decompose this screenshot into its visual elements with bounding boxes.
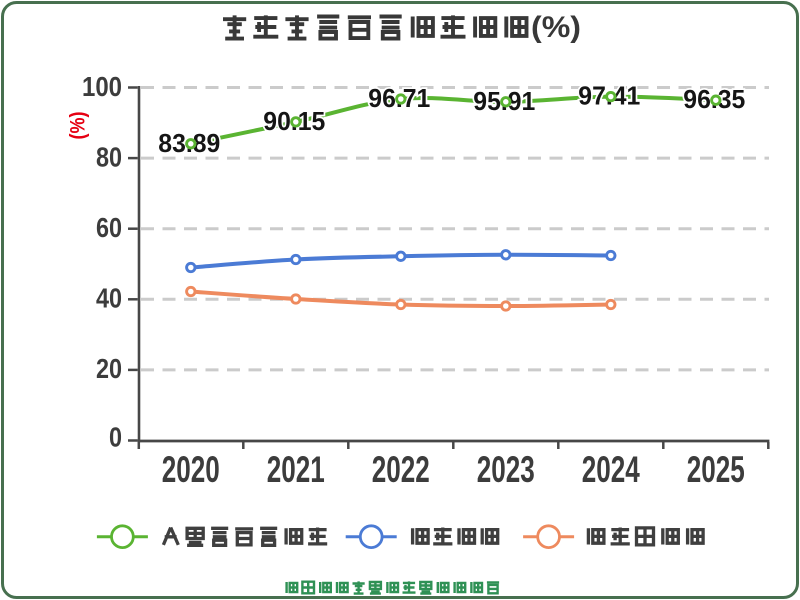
svg-text:100: 100 <box>82 71 122 102</box>
svg-text:0: 0 <box>109 421 122 452</box>
svg-text:2021: 2021 <box>267 448 325 490</box>
svg-text:2023: 2023 <box>477 448 535 490</box>
svg-text:2020: 2020 <box>162 448 220 490</box>
svg-text:2024: 2024 <box>582 448 640 490</box>
svg-text:(%): (%) <box>531 11 581 44</box>
svg-text:40: 40 <box>96 283 122 314</box>
svg-text:80: 80 <box>96 141 122 172</box>
svg-text:(%): (%) <box>66 112 90 140</box>
svg-text:20: 20 <box>96 353 122 384</box>
svg-text:60: 60 <box>96 212 122 243</box>
svg-text:2025: 2025 <box>687 448 745 490</box>
svg-text:2022: 2022 <box>372 448 430 490</box>
